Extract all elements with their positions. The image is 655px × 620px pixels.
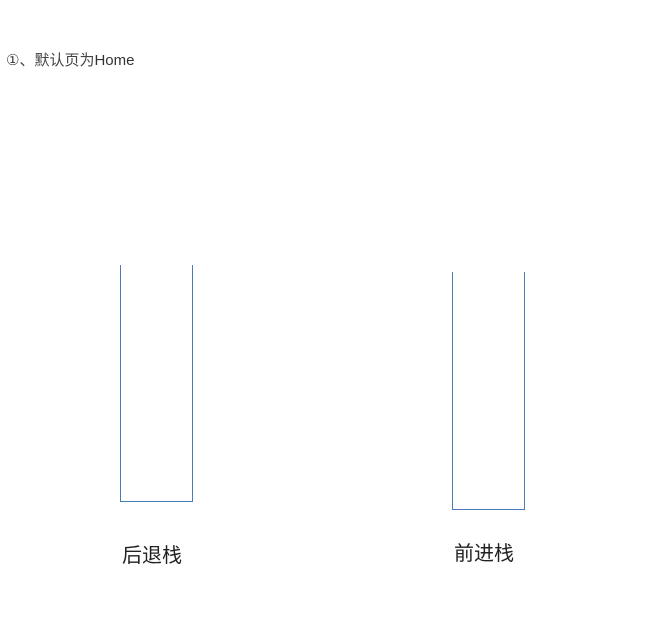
step-caption-prefix: ①、默认页为	[6, 51, 95, 69]
default-page-name: Home	[94, 52, 135, 69]
forward-stack-label: 前进栈	[454, 541, 514, 565]
step-caption: ①、默认页为Home	[6, 50, 134, 71]
back-stack-label: 后退栈	[122, 543, 182, 567]
forward-stack-container	[452, 272, 525, 510]
back-stack-container	[120, 265, 193, 502]
